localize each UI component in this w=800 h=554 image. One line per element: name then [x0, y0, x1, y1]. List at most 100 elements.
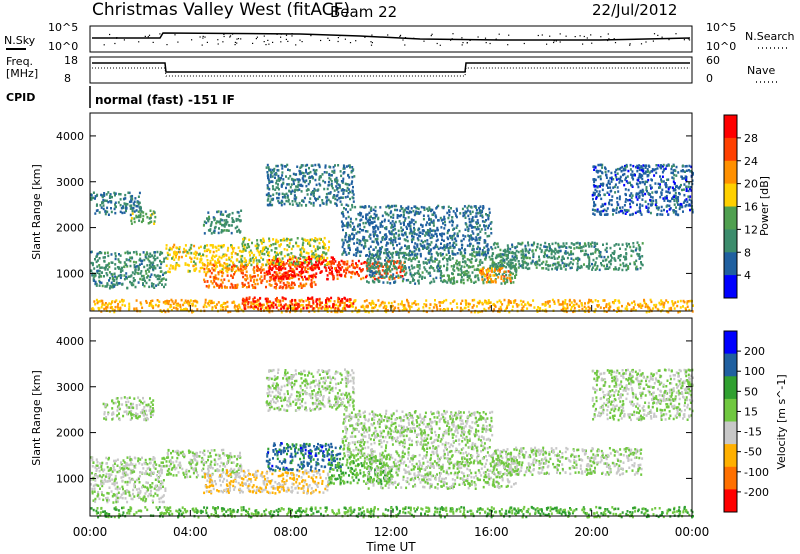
data-cell	[570, 266, 573, 269]
data-cell	[290, 238, 293, 241]
data-cell	[383, 219, 386, 223]
data-cell	[209, 228, 212, 231]
data-cell	[273, 167, 276, 171]
data-cell	[126, 286, 129, 290]
data-cell	[644, 172, 647, 175]
data-cell	[601, 171, 603, 174]
data-cell	[277, 177, 280, 180]
data-cell	[425, 261, 428, 264]
data-cell	[388, 265, 391, 268]
data-cell	[346, 195, 349, 198]
data-cell	[491, 267, 493, 270]
data-cell	[364, 239, 367, 242]
data-cell	[617, 254, 620, 258]
data-cell	[302, 270, 305, 274]
data-cell	[266, 247, 269, 251]
data-cell	[585, 265, 588, 268]
data-cell	[408, 266, 411, 269]
data-cell	[680, 169, 683, 173]
nsearch-dot	[683, 39, 685, 41]
data-cell	[314, 237, 317, 240]
data-cell	[466, 274, 469, 277]
data-cell	[210, 232, 213, 235]
data-cell	[368, 235, 371, 238]
data-cell	[435, 251, 438, 254]
data-cell	[119, 254, 122, 257]
data-cell	[113, 207, 116, 211]
data-cell	[387, 219, 390, 222]
data-cell	[500, 282, 503, 285]
data-cell	[130, 200, 133, 203]
data-cell	[396, 244, 398, 247]
data-cell	[422, 229, 425, 232]
data-cell	[464, 228, 467, 231]
data-cell	[440, 219, 443, 222]
data-cell	[362, 276, 365, 280]
data-cell	[272, 261, 275, 265]
data-cell	[625, 242, 628, 245]
data-cell	[149, 216, 152, 220]
data-cell	[437, 268, 440, 271]
data-cell	[607, 255, 610, 259]
data-cell	[113, 285, 116, 288]
data-cell	[618, 195, 621, 198]
data-cell	[623, 208, 626, 212]
data-cell	[475, 258, 478, 261]
data-cell	[413, 230, 416, 234]
data-cell	[94, 274, 97, 277]
data-cell	[428, 230, 431, 233]
data-cell	[660, 193, 663, 196]
data-cell	[109, 196, 112, 199]
data-cell	[287, 270, 290, 273]
data-cell	[345, 224, 348, 227]
data-cell	[362, 246, 365, 250]
data-cell	[418, 260, 420, 263]
data-cell	[439, 276, 442, 279]
data-cell	[522, 257, 525, 260]
data-cell	[165, 256, 168, 260]
data-cell	[586, 265, 589, 268]
data-cell	[437, 262, 440, 265]
data-cell	[286, 281, 289, 284]
data-cell	[495, 266, 498, 269]
data-cell	[312, 193, 315, 197]
data-cell	[468, 258, 471, 262]
data-cell	[301, 199, 303, 202]
data-cell	[161, 277, 164, 281]
data-cell	[342, 212, 345, 216]
data-cell	[240, 262, 243, 266]
data-cell	[451, 219, 454, 223]
data-cell	[527, 243, 530, 247]
data-cell	[230, 259, 233, 263]
data-cell	[675, 165, 678, 169]
data-cell	[498, 270, 501, 273]
data-cell	[303, 261, 306, 264]
data-cell	[350, 271, 353, 274]
data-cell	[101, 195, 104, 198]
data-cell	[249, 279, 252, 282]
data-cell	[324, 253, 327, 256]
data-cell	[211, 246, 214, 249]
data-cell	[321, 245, 324, 249]
data-cell	[504, 250, 507, 254]
data-cell	[567, 264, 570, 267]
data-cell	[124, 263, 127, 266]
data-cell	[172, 267, 175, 270]
data-cell	[377, 299, 380, 302]
data-cell	[173, 253, 176, 256]
data-cell	[230, 224, 233, 227]
data-cell	[622, 255, 625, 259]
data-cell	[392, 228, 395, 232]
data-cell	[349, 190, 351, 194]
data-cell	[451, 224, 454, 227]
nsearch-dot	[339, 35, 341, 37]
data-cell	[361, 205, 364, 209]
data-cell	[676, 213, 679, 216]
data-cell	[372, 256, 374, 260]
data-cell	[373, 264, 376, 267]
data-cell	[398, 220, 401, 223]
data-cell	[277, 257, 279, 261]
data-cell	[301, 184, 304, 188]
data-cell	[394, 240, 397, 244]
data-cell	[314, 189, 317, 192]
